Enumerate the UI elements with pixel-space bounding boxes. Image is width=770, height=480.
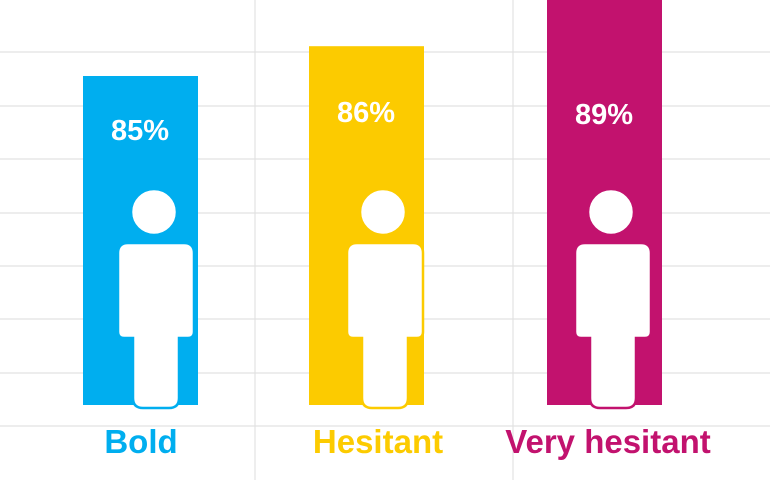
value-label: 86% <box>337 97 395 129</box>
person-icon <box>116 187 196 410</box>
person-icon <box>345 187 425 410</box>
value-label: 89% <box>575 99 633 131</box>
value-labels: 85% 86% 89% <box>111 97 633 147</box>
category-label: Hesitant <box>313 423 443 460</box>
category-label: Very hesitant <box>505 423 710 460</box>
person-icon <box>573 187 653 410</box>
value-label: 85% <box>111 115 169 147</box>
person-figures <box>116 187 653 410</box>
category-labels: Bold Hesitant Very hesitant <box>104 423 710 460</box>
category-label: Bold <box>104 423 177 460</box>
